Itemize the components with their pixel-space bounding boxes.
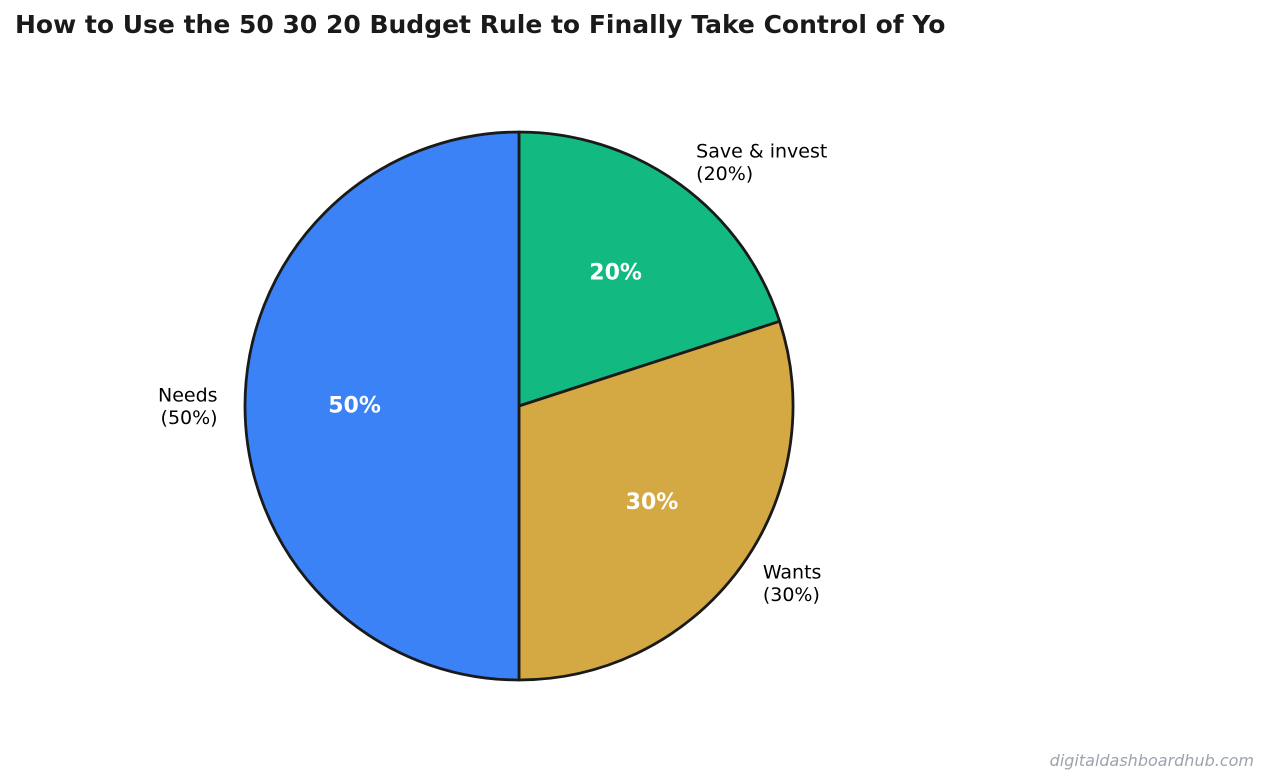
- pie-category-labels: Save & invest (20%) Wants (30%) Needs (50%): [158, 140, 827, 606]
- pie-category-label: Wants (30%): [763, 561, 822, 606]
- pie-category-label: Save & invest (20%): [696, 140, 827, 185]
- chart-title: How to Use the 50 30 20 Budget Rule to F…: [15, 10, 946, 39]
- pie-percent-label: 50%: [328, 394, 381, 419]
- pie-slice-wants: [517, 319, 795, 682]
- pie-slice-needs: [243, 130, 521, 682]
- pie-percent-labels: 20% 30% 50%: [328, 260, 678, 515]
- pie-slices: [243, 130, 795, 682]
- pie-percent-label: 20%: [589, 260, 642, 285]
- pie-category-label: Needs (50%): [158, 384, 218, 429]
- watermark: digitaldashboardhub.com: [1049, 751, 1254, 770]
- pie-percent-label: 30%: [626, 490, 679, 515]
- pie-slice-save-invest: [517, 130, 781, 408]
